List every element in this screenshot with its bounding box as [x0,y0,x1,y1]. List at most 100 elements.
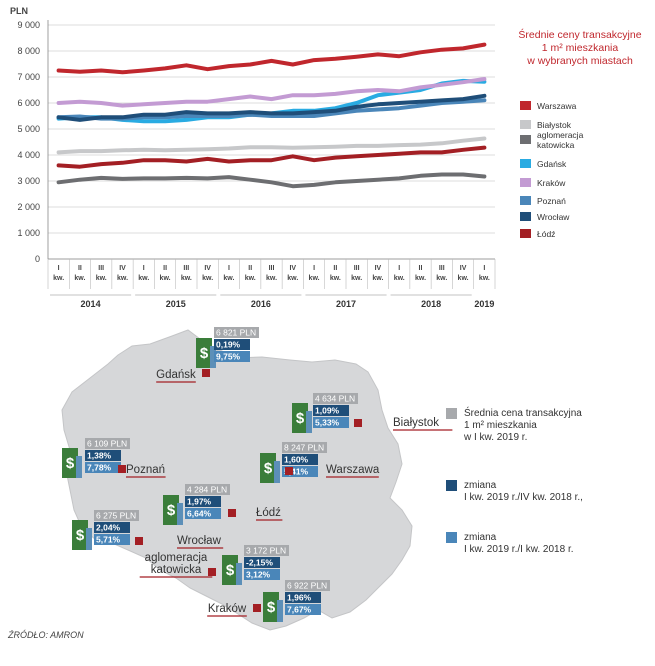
year-label: 2019 [474,299,494,309]
building-icon-side [274,461,280,483]
city-label: Kraków [208,603,247,615]
city-marker [354,419,362,427]
x-tick-suffix: kw. [479,275,490,282]
y-tick-label: 2 000 [17,202,40,212]
building-icon [62,448,78,478]
city-marker [208,568,216,576]
building-icon-side [76,456,82,478]
qoq-value: 1,38% [87,451,112,461]
dollar-icon: $ [76,527,85,544]
x-tick-suffix: kw. [309,275,320,282]
y-tick-label: 3 000 [17,176,40,186]
dollar-icon: $ [264,460,273,477]
legend-label: Białystok [537,120,572,130]
map-legend-label: I kw. 2019 r./IV kw. 2018 r., [464,492,583,503]
legend-swatch [520,101,531,110]
price-value: 6 821 PLN [216,328,256,338]
yoy-value: 7,78% [87,463,112,473]
title-line: w wybranych miastach [526,55,633,67]
series-line [56,42,487,75]
building-icon [72,520,88,550]
legend-swatch [520,159,531,168]
y-axis-label: PLN [10,6,28,16]
x-tick-label: IV [375,265,382,272]
x-tick-label: II [419,265,423,272]
legend-swatch [520,120,531,129]
series-line [56,77,487,108]
building-icon [260,453,276,483]
x-tick-label: II [333,265,337,272]
x-tick-label: I [398,265,400,272]
city-krakow: $6 922 PLN 1,96% 7,67% Kraków [207,580,330,622]
city-gdansk: $6 821 PLN 0,19% 9,75% Gdańsk [156,327,259,383]
legend-swatch [520,212,531,221]
x-tick-label: IV [119,265,126,272]
x-tick-suffix: kw. [96,275,107,282]
y-tick-label: 4 000 [17,150,40,160]
x-tick-label: I [483,265,485,272]
dollar-icon: $ [200,345,209,362]
x-tick-suffix: kw. [223,275,234,282]
city-wroclaw: $6 275 PLN 2,04% 5,71% Wrocław [72,510,224,550]
series-line [56,172,487,189]
price-box [94,510,139,521]
city-label: Białystok [393,417,439,429]
map-legend-swatch [446,408,457,419]
map-legend-label: w I kw. 2019 r. [463,432,527,443]
qoq-box [313,405,349,416]
yoy-box [214,351,250,362]
x-tick-label: II [163,265,167,272]
legend-label: aglomeracja [537,130,584,140]
y-tick-label: 0 [35,254,40,264]
qoq-value: 1,97% [187,497,212,507]
city-katowice: $3 172 PLN -2,15% 3,12% aglomeracjakatowick… [139,545,289,585]
x-tick-suffix: kw. [53,275,64,282]
city-marker [118,465,126,473]
x-tick-suffix: kw. [458,275,469,282]
city-marker [228,509,236,517]
x-tick-label: I [228,265,230,272]
x-tick-suffix: kw. [138,275,149,282]
map-legend-label: zmiana [464,532,497,543]
yoy-box [282,466,318,477]
building-icon [263,592,279,622]
legend-label: Poznań [537,196,566,206]
year-label: 2015 [166,299,186,309]
line-chart: PLN 0 1 000 2 000 3 000 4 000 5 000 6 000 7 000… [10,6,642,309]
yoy-box [285,604,321,615]
legend-label: Warszawa [537,101,577,111]
x-tick-suffix: kw. [160,275,171,282]
y-axis-ticks: 0 1 000 2 000 3 000 4 000 5 000 6 000 7 000 8 00… [17,20,495,264]
yoy-value: 5,33% [315,418,340,428]
legend-label: katowicka [537,140,575,150]
y-tick-label: 1 000 [17,228,40,238]
yoy-box [94,534,130,545]
legend-swatch [520,178,531,187]
price-value: 6 922 PLN [287,581,327,591]
building-icon [222,555,238,585]
qoq-box [282,454,318,465]
building-icon [196,338,212,368]
building-icon-side [277,600,283,622]
building-icon [163,495,179,525]
map-legend-label: Średnia cena transakcyjna [464,406,582,419]
dollar-icon: $ [267,599,276,616]
map-legend-swatch [446,532,457,543]
yoy-value: 3,12% [246,570,271,580]
x-tick-label: I [313,265,315,272]
x-tick-suffix: kw. [372,275,383,282]
x-tick-suffix: kw. [202,275,213,282]
x-tick-suffix: kw. [74,275,85,282]
yoy-box [244,569,280,580]
x-tick-suffix: kw. [330,275,341,282]
year-label: 2017 [336,299,356,309]
price-box [185,484,230,495]
x-tick-label: III [269,265,275,272]
x-tick-suffix: kw. [394,275,405,282]
price-value: 4 634 PLN [315,394,355,404]
qoq-value: 2,04% [96,523,121,533]
yoy-value: 7,67% [287,605,312,615]
series-line [56,136,487,155]
x-tick-suffix: kw. [287,275,298,282]
